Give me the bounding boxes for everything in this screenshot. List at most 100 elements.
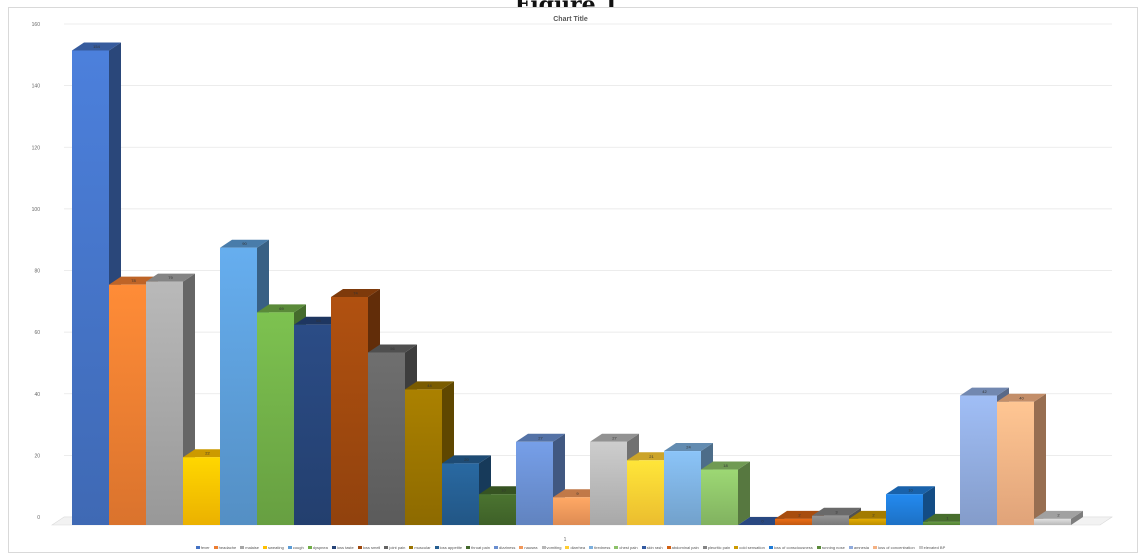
legend-label: muscular xyxy=(414,545,431,550)
bar-front xyxy=(701,469,738,525)
legend-label: loss appetite xyxy=(439,545,463,550)
bar-front xyxy=(812,515,849,525)
bar-top xyxy=(405,381,454,390)
legend-label: loss of consciousness xyxy=(773,545,813,550)
legend-swatch xyxy=(666,546,671,550)
bar-top xyxy=(294,316,343,325)
bar-side xyxy=(738,461,750,525)
legend-item: loss smell xyxy=(357,545,381,550)
legend-item: pleuritic pain xyxy=(702,545,731,550)
bar-front xyxy=(516,441,553,525)
bar-top xyxy=(775,510,824,519)
bar-top xyxy=(72,42,121,51)
bar-top xyxy=(923,513,972,522)
legend-item: joint pain xyxy=(384,545,405,550)
bar: 0 xyxy=(738,517,787,525)
legend-swatch xyxy=(702,546,707,550)
bar-front xyxy=(257,312,294,525)
legend-swatch xyxy=(357,546,362,550)
legend-label: abdominal pain xyxy=(671,545,699,550)
y-tick-label: 0 xyxy=(37,515,40,521)
bar-front xyxy=(220,247,257,525)
data-label: 18 xyxy=(723,463,728,468)
bar-side xyxy=(1034,393,1046,525)
legend-item: sweating xyxy=(263,545,284,550)
legend-item: chest pain xyxy=(614,545,638,550)
bar-front xyxy=(405,389,442,525)
data-label: 0 xyxy=(761,519,764,524)
bar-top xyxy=(997,393,1046,402)
legend-label: amnesia xyxy=(853,545,869,550)
legend-label: joint pain xyxy=(389,545,406,550)
bar-front xyxy=(775,518,812,525)
bar: 40 xyxy=(997,393,1046,525)
data-label: 1 xyxy=(946,515,949,520)
legend-item: loss appetite xyxy=(434,545,463,550)
legend-label: skin rash xyxy=(646,545,663,550)
bar-front xyxy=(368,352,405,525)
legend-item: loss of consciousness xyxy=(768,545,813,550)
legend-swatch xyxy=(918,546,923,550)
y-tick-label: 160 xyxy=(32,22,41,28)
bar-top xyxy=(220,239,269,248)
data-label: 3 xyxy=(835,509,838,514)
bar-top xyxy=(664,443,713,452)
bar-top xyxy=(627,452,676,461)
bar-front xyxy=(183,457,220,525)
legend-swatch xyxy=(872,546,877,550)
bar: 10 xyxy=(886,486,935,525)
legend-swatch xyxy=(848,546,853,550)
data-label: 2 xyxy=(1057,512,1060,517)
data-label: 2 xyxy=(798,512,801,517)
y-tick-label: 20 xyxy=(34,453,40,459)
legend-label: nausea xyxy=(524,545,538,550)
legend-item: throat pain xyxy=(466,545,490,550)
bar-front xyxy=(331,296,368,525)
bar: 2 xyxy=(1034,510,1083,525)
legend-swatch xyxy=(384,546,389,550)
bar-front xyxy=(553,497,590,525)
legend-label: dyspnea xyxy=(312,545,328,550)
data-label: 40 xyxy=(1019,395,1024,400)
bar-front xyxy=(442,463,479,525)
legend-item: abdominal pain xyxy=(666,545,699,550)
data-label: 20 xyxy=(464,457,469,462)
bar-top xyxy=(886,486,935,495)
legend-swatch xyxy=(816,546,821,550)
legend-label: malaise xyxy=(245,545,260,550)
bar-top xyxy=(368,344,417,353)
y-tick-label: 80 xyxy=(34,269,40,275)
y-tick-label: 140 xyxy=(32,84,41,90)
legend-swatch xyxy=(331,546,336,550)
y-tick-label: 60 xyxy=(34,330,40,336)
data-label: 44 xyxy=(427,383,432,388)
y-tick-label: 40 xyxy=(34,392,40,398)
legend-swatch xyxy=(466,546,471,550)
bar-front xyxy=(886,494,923,525)
legend-item: malaise xyxy=(240,545,259,550)
legend-label: headache xyxy=(218,545,237,550)
legend-label: tiredness xyxy=(594,545,611,550)
legend-swatch xyxy=(263,546,268,550)
legend-label: loss of concentration xyxy=(877,545,915,550)
bar-front xyxy=(1034,518,1071,525)
bar-front xyxy=(923,521,960,525)
bar-front xyxy=(109,284,146,525)
data-label: 154 xyxy=(93,44,100,49)
legend-item: vomiting xyxy=(541,545,561,550)
legend-swatch xyxy=(734,546,739,550)
legend-item: cough xyxy=(287,545,304,550)
legend-label: pleuritic pain xyxy=(707,545,731,550)
legend-swatch xyxy=(493,546,498,550)
bar-front xyxy=(997,401,1034,525)
bar-top xyxy=(590,433,639,442)
bar-top xyxy=(516,433,565,442)
legend-item: loss taste xyxy=(331,545,354,550)
bar-top xyxy=(701,461,750,470)
legend-label: loss smell xyxy=(362,545,381,550)
legend-swatch xyxy=(195,546,200,550)
bar: 18 xyxy=(701,461,750,525)
y-tick-label: 120 xyxy=(32,145,41,151)
data-label: 24 xyxy=(686,445,691,450)
